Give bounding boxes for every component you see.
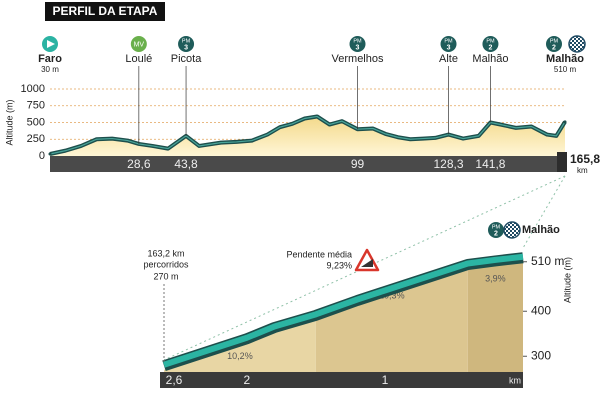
y-tick-label: 0 [39, 150, 45, 162]
finish-badge [568, 35, 586, 53]
gradient-label: 10,3% [379, 290, 405, 300]
finish-name: Malhão [522, 224, 560, 236]
waypoint-name: Picota [171, 53, 202, 65]
slope-glyph [361, 259, 373, 267]
chart-title: PERFIL DA ETAPA [53, 4, 158, 18]
waypoint-name: Loulé [125, 53, 152, 65]
badge-text: PM [550, 38, 559, 44]
gradient-label: 3,9% [485, 273, 506, 283]
y-tick-label: 500 [27, 116, 45, 128]
average-gradient-label: Pendente média [286, 249, 352, 259]
y-tick-label: 1000 [21, 83, 45, 95]
badge-text: PM [182, 38, 191, 44]
waypoint-name: Vermelhos [332, 53, 384, 65]
y-tick-label: 510 m [531, 254, 564, 268]
badge-category: 2 [494, 230, 498, 237]
badge-category: 3 [184, 44, 188, 51]
x-tick-label: 165,8 [570, 152, 600, 166]
finish-block [557, 152, 567, 172]
start-note-distance: 163,2 km [147, 248, 184, 258]
sprint-badge [130, 36, 147, 52]
climb-badge [440, 36, 457, 52]
start-note-label: percorridos [143, 259, 189, 269]
x-tick-label: 28,6 [127, 157, 151, 171]
road [163, 253, 524, 368]
y-tick-label: 400 [531, 303, 551, 317]
badge-category: 3 [356, 44, 360, 51]
profile-line-inner [49, 115, 566, 155]
badge-text: PM [492, 224, 501, 230]
title-box [45, 2, 165, 21]
climb-badge [349, 36, 366, 52]
start-note-altitude: 270 m [153, 271, 178, 281]
profile-area [50, 116, 565, 156]
gradient-label: 10,2% [227, 351, 253, 361]
climb-badge [488, 222, 504, 238]
x-unit: km [509, 375, 521, 385]
climb-badge [178, 36, 195, 52]
gradient-section [315, 268, 468, 372]
x-tick-label: 2 [244, 373, 251, 387]
y-axis-label: Altitude (m) [4, 99, 14, 145]
badge-text: PM [444, 38, 453, 44]
x-tick-label: 1 [382, 373, 389, 387]
x-tick-label: 128,3 [434, 157, 464, 171]
waypoint-altitude: 510 m [554, 65, 577, 74]
y-tick-label: 250 [27, 133, 45, 145]
badge-text: MV [134, 41, 145, 48]
badge-category: 2 [552, 44, 556, 51]
waypoint-altitude: 30 m [41, 65, 59, 74]
waypoint-name: Alte [439, 53, 458, 65]
x-tick-label: 43,8 [174, 157, 198, 171]
climb-badge [546, 36, 562, 52]
climb-badge [482, 36, 499, 52]
y-tick-label: 300 [531, 348, 551, 362]
km-band [50, 156, 565, 172]
badge-category: 3 [447, 44, 451, 51]
y-axis-label: Altitude (m) [562, 257, 572, 303]
badge-category: 2 [488, 44, 492, 51]
zoom-connector [522, 175, 566, 249]
waypoint-altitude-point [48, 152, 52, 156]
waypoint-altitude-point [563, 120, 567, 124]
average-gradient-value: 9,23% [326, 260, 352, 270]
badge-text: PM [486, 38, 495, 44]
waypoint-name: Faro [38, 53, 62, 65]
finish-badge [503, 221, 521, 239]
x-tick-label: 2,6 [166, 373, 183, 387]
x-tick-label: 99 [351, 157, 365, 171]
waypoint-name: Malhão [472, 53, 508, 65]
y-tick-label: 750 [27, 100, 45, 112]
x-unit: km [577, 166, 588, 175]
km-band [160, 372, 523, 388]
gradient-section [467, 261, 523, 372]
x-tick-label: 141,8 [475, 157, 505, 171]
badge-text: PM [353, 38, 362, 44]
waypoint-name: Malhão [546, 53, 584, 65]
start-icon [47, 40, 55, 48]
